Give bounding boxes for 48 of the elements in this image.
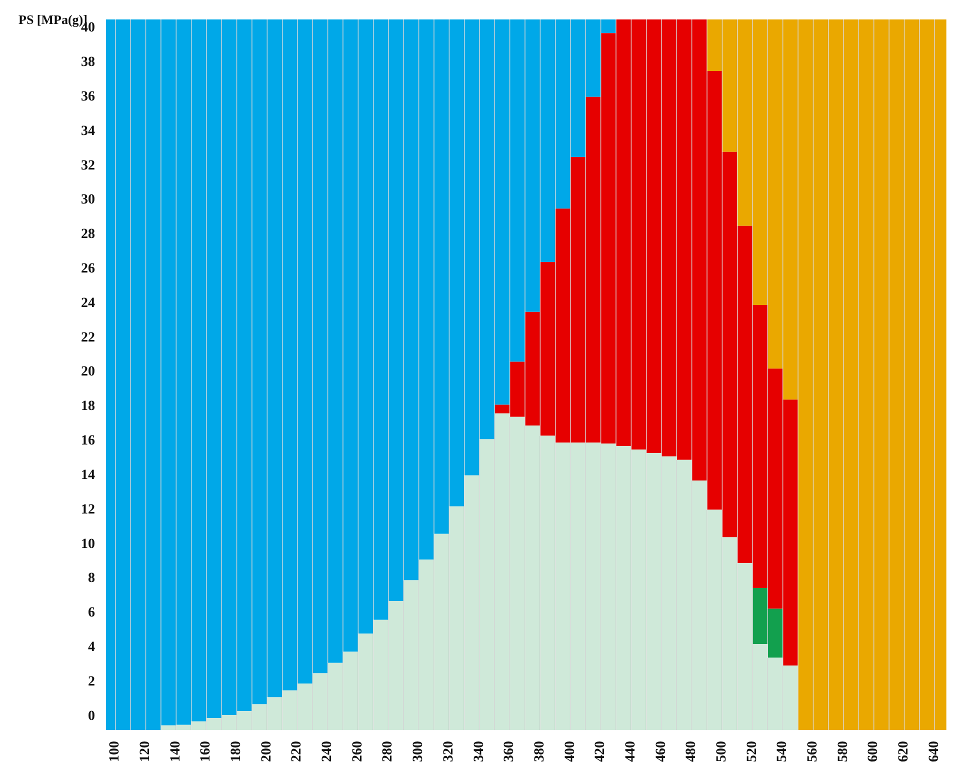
y-tick-label: 28: [81, 227, 95, 242]
y-tick-label: 16: [81, 434, 95, 449]
y-tick-label: 32: [81, 158, 95, 174]
x-tick-label: 280: [380, 741, 396, 762]
y-tick-label: 36: [81, 89, 95, 104]
x-tick-label: 240: [320, 741, 336, 762]
y-tick-label: 6: [88, 606, 95, 621]
x-tick-label: 560: [805, 741, 820, 762]
x-tick-label: 340: [472, 741, 487, 762]
x-tick-label: 480: [684, 741, 700, 762]
y-tick-label: 24: [81, 296, 95, 311]
x-tick-label: 260: [350, 741, 366, 762]
y-tick-label: 10: [81, 536, 95, 552]
x-tick-label: 140: [168, 741, 184, 762]
x-tick-label: 100: [108, 741, 123, 762]
y-tick-label: 2: [88, 674, 95, 690]
x-tick-label: 420: [593, 741, 608, 762]
x-tick-label: 620: [896, 741, 912, 762]
x-tick-label: 520: [744, 741, 760, 762]
x-tick-label: 320: [441, 741, 456, 762]
y-tick-label: 18: [81, 399, 95, 414]
x-tick-label: 580: [836, 741, 851, 762]
x-tick-label: 460: [654, 741, 669, 762]
x-tick-label: 540: [775, 741, 790, 762]
y-tick-label: 26: [81, 261, 95, 276]
x-tick-label: 120: [138, 741, 154, 762]
x-tick-label: 220: [290, 741, 305, 762]
y-tick-label: 38: [81, 55, 95, 70]
y-tick-label: 4: [88, 640, 95, 656]
y-tick-label: 12: [81, 502, 95, 518]
y-tick-label: 22: [81, 330, 95, 346]
x-tick-label: 500: [714, 741, 730, 762]
x-tick-label: 440: [623, 741, 638, 762]
x-tick-label: 200: [259, 741, 274, 762]
y-tick-label: 0: [88, 708, 95, 724]
x-tick-label: 600: [866, 741, 882, 762]
y-tick-label: 14: [81, 468, 95, 483]
x-tick-label: 640: [926, 741, 942, 762]
x-tick-label: 380: [532, 741, 548, 762]
x-tick-label: 360: [502, 741, 518, 762]
x-tick-label: 160: [198, 741, 214, 762]
y-tick-label: 8: [88, 571, 95, 586]
y-tick-label: 34: [81, 124, 95, 139]
x-tick-label: 180: [229, 741, 244, 762]
y-tick-label: 30: [81, 192, 95, 208]
x-tick-label: 400: [562, 741, 578, 762]
y-tick-label: 20: [81, 364, 95, 380]
x-tick-label: 300: [411, 741, 426, 762]
